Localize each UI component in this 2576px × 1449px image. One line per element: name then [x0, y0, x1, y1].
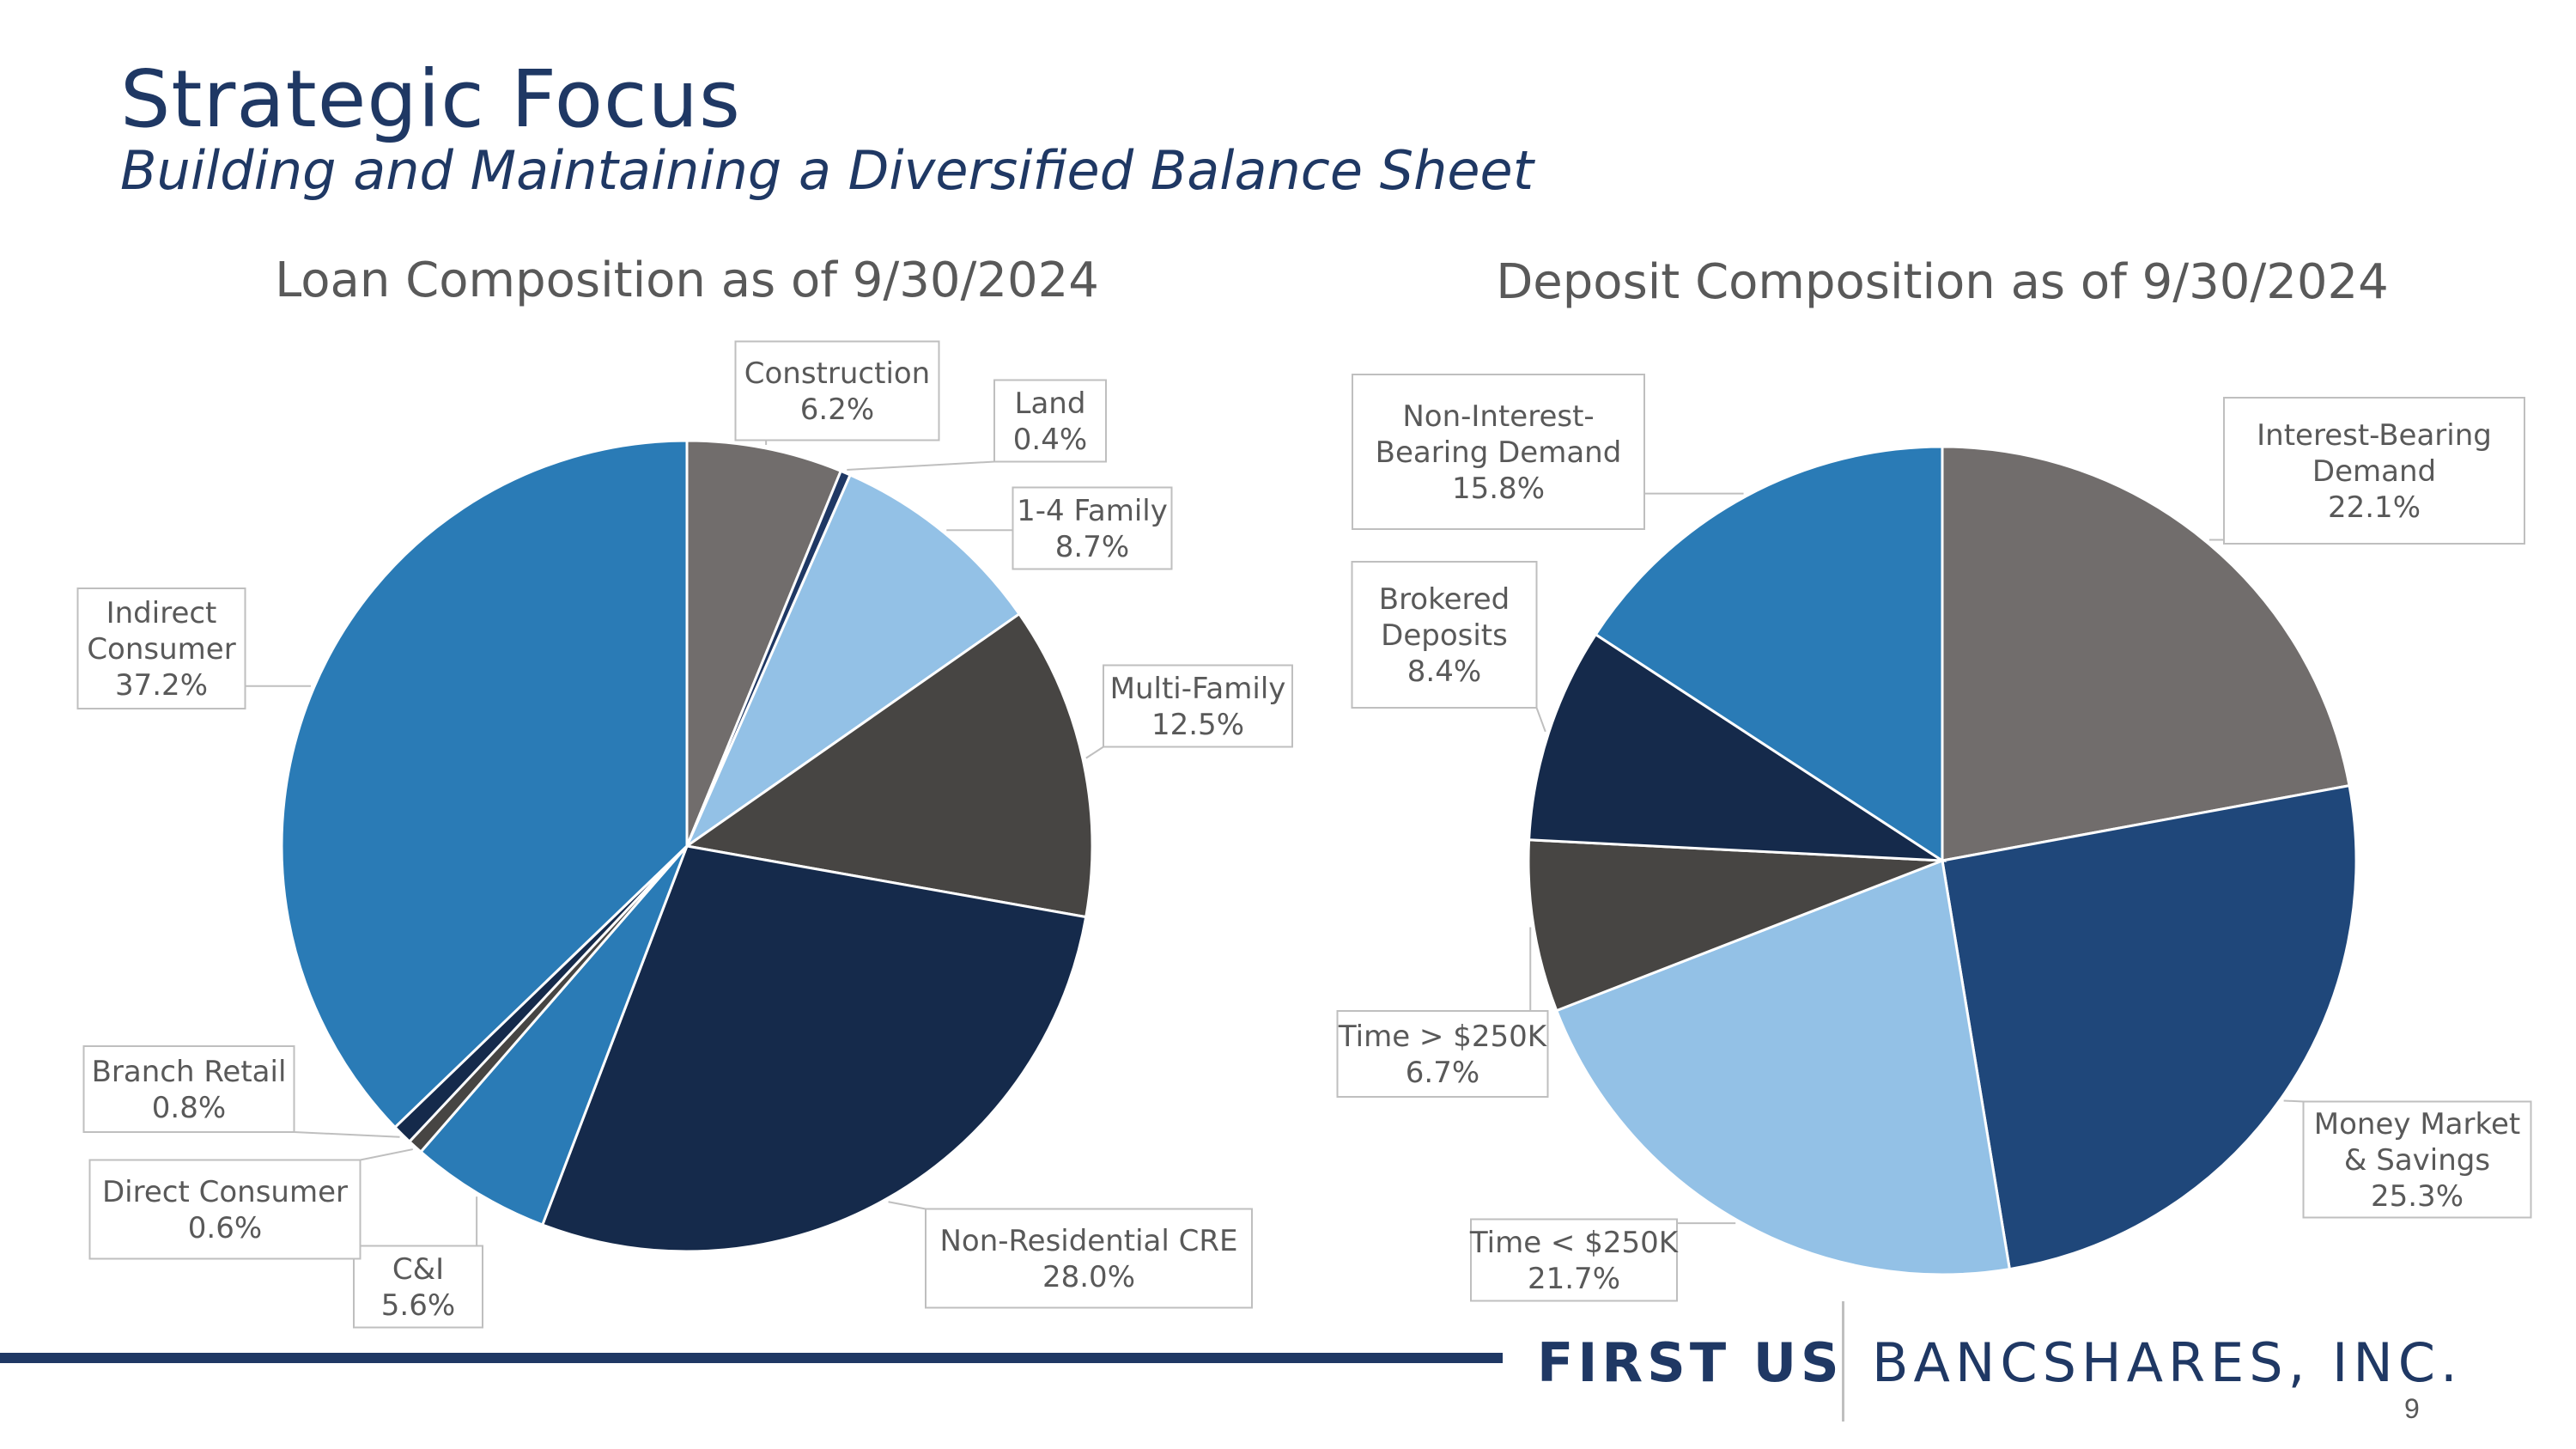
loan-callout-box-multi-family [1103, 664, 1293, 748]
deposit-slice-money-market-savings [1941, 783, 2358, 1271]
loan-value-label-multi-family: 12.5% [1151, 708, 1244, 742]
loan-value-label-construction: 6.2% [800, 393, 874, 427]
loan-callout-box-c-i [353, 1245, 483, 1329]
deposit-slice-time-250k [1554, 858, 2012, 1276]
loan-category-label-indirect-consumer: Consumer [87, 632, 235, 667]
loan-slice-indirect-consumer [280, 439, 689, 1129]
loan-callout-box-direct-consumer [88, 1159, 361, 1260]
loan-value-label-1-4-family: 8.7% [1055, 530, 1129, 564]
deposit-value-label-interest-bearing-demand: 22.1% [2328, 490, 2421, 525]
deposit-category-label-brokered-deposits: Deposits [1381, 618, 1508, 653]
loan-callout-box-1-4-family [1012, 486, 1173, 570]
deposit-leader-money-market-savings [2283, 1099, 2304, 1103]
loan-category-label-non-residential-cre: Non-Residential CRE [940, 1224, 1238, 1258]
loan-value-label-branch-retail: 0.8% [152, 1091, 226, 1125]
loan-category-label-direct-consumer: Direct Consumer [102, 1175, 348, 1209]
loan-leader-multi-family [1085, 746, 1104, 759]
loan-leader-land [847, 460, 995, 471]
loan-category-label-branch-retail: Branch Retail [92, 1055, 287, 1089]
loan-callout-box-land [993, 379, 1107, 463]
deposit-category-label-time-250k: Time < $250K [1469, 1226, 1680, 1260]
slide-title: Strategic Focus [120, 53, 741, 145]
footer-rule [0, 1353, 1503, 1363]
deposit-slice-brokered-deposits [1528, 632, 1947, 862]
deposit-callout-box-time-250k [1336, 1010, 1549, 1098]
deposit-callout-box-money-market-savings [2302, 1100, 2532, 1219]
deposit-value-label-time-250k: 6.7% [1406, 1056, 1479, 1090]
deposit-slice-time-250k [1527, 838, 1943, 1013]
loan-leader-direct-consumer [360, 1148, 413, 1161]
deposit-leader-brokered-deposits [1535, 707, 1546, 733]
deposit-category-label-non-interest-bearing-demand: Non-Interest- [1402, 399, 1594, 434]
loan-slice-multi-family [683, 612, 1094, 919]
loan-category-label-construction: Construction [744, 356, 930, 391]
deposit-category-label-interest-bearing-demand: Interest-Bearing [2257, 418, 2492, 453]
loan-category-label-c-i: C&I [392, 1252, 444, 1287]
loan-callout-box-branch-retail [82, 1045, 295, 1133]
deposit-category-label-money-market-savings: & Savings [2344, 1143, 2490, 1178]
loan-value-label-indirect-consumer: 37.2% [115, 668, 208, 703]
loan-category-label-indirect-consumer: Indirect [106, 596, 217, 630]
brand-divider [1842, 1301, 1844, 1422]
loan-leader-non-residential-cre [888, 1201, 927, 1210]
deposit-category-label-money-market-savings: Money Market [2314, 1107, 2520, 1142]
loan-chart-title: Loan Composition as of 9/30/2024 [275, 253, 1099, 308]
slide-subtitle: Building and Maintaining a Diversified B… [120, 139, 1534, 202]
deposit-callout-box-non-interest-bearing-demand [1352, 374, 1645, 530]
loan-leader-branch-retail [294, 1131, 400, 1138]
deposit-chart-title: Deposit Composition as of 9/30/2024 [1496, 254, 2389, 310]
deposit-slice-non-interest-bearing-demand [1594, 445, 1944, 863]
loan-callout-box-indirect-consumer [76, 588, 246, 709]
deposit-callout-box-brokered-deposits [1351, 561, 1538, 709]
loan-slice-c-i [418, 845, 689, 1227]
loan-value-label-c-i: 5.6% [381, 1288, 455, 1323]
loan-value-label-non-residential-cre: 28.0% [1042, 1260, 1135, 1294]
brand-name-bold: FIRST US [1537, 1331, 1844, 1394]
deposit-category-label-brokered-deposits: Brokered [1379, 582, 1510, 617]
deposit-callout-box-interest-bearing-demand [2223, 397, 2525, 545]
deposit-callout-box-time-250k [1470, 1218, 1678, 1302]
brand-name-light: BANCSHARES, INC. [1872, 1331, 2463, 1394]
deposit-slice-interest-bearing-demand [1941, 445, 2351, 862]
loan-callout-box-construction [734, 340, 940, 441]
loan-category-label-multi-family: Multi-Family [1110, 672, 1286, 706]
loan-category-label-land: Land [1015, 387, 1086, 421]
loan-slice-1-4-family [683, 473, 1022, 850]
loan-value-label-direct-consumer: 0.6% [188, 1211, 262, 1245]
deposit-value-label-money-market-savings: 25.3% [2371, 1179, 2464, 1214]
deposit-category-label-time-250k: Time > $250K [1338, 1020, 1548, 1054]
loan-slice-non-residential-cre [540, 844, 1088, 1253]
deposit-value-label-non-interest-bearing-demand: 15.8% [1452, 472, 1545, 506]
deposit-value-label-brokered-deposits: 8.4% [1407, 654, 1481, 689]
page-number: 9 [2404, 1393, 2420, 1424]
deposit-category-label-non-interest-bearing-demand: Bearing Demand [1376, 435, 1622, 470]
loan-category-label-1-4-family: 1-4 Family [1017, 494, 1168, 528]
loan-value-label-land: 0.4% [1013, 423, 1087, 457]
deposit-category-label-interest-bearing-demand: Demand [2312, 454, 2436, 489]
loan-callout-box-non-residential-cre [925, 1208, 1253, 1309]
loan-slice-construction [685, 439, 843, 847]
deposit-value-label-time-250k: 21.7% [1528, 1262, 1620, 1296]
